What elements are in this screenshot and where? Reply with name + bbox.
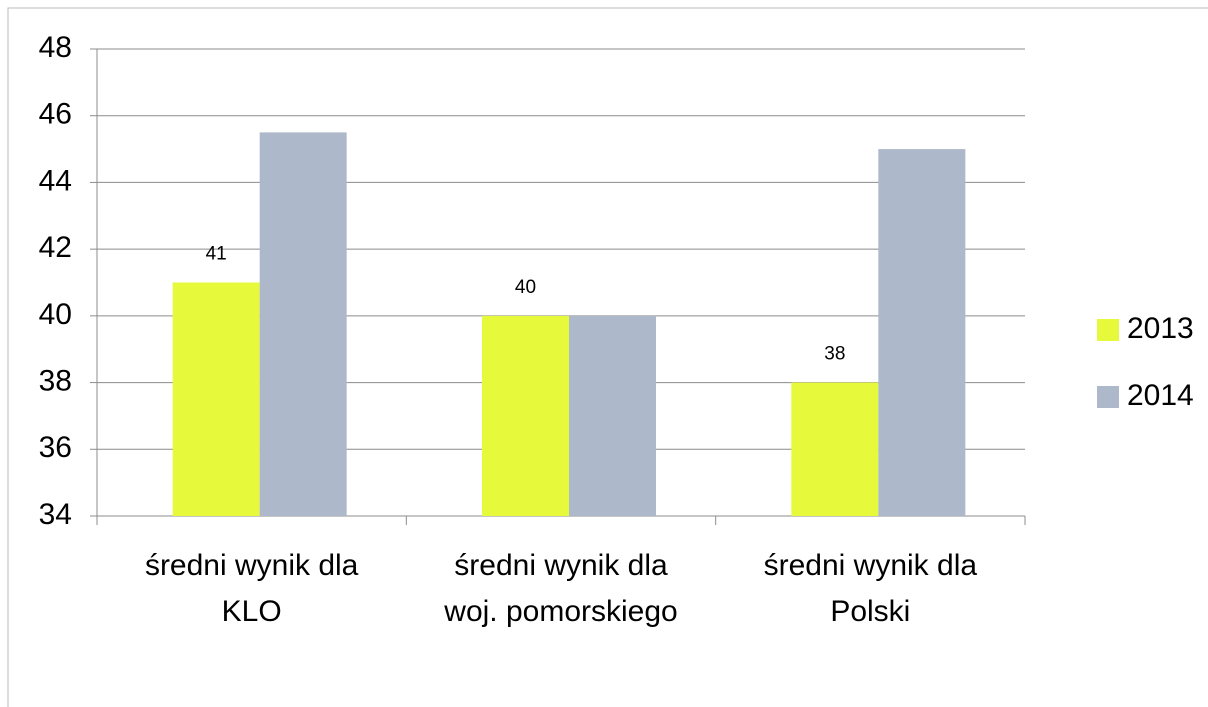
y-tick-label: 46 — [39, 98, 72, 131]
y-tick-label: 40 — [39, 298, 72, 331]
bar — [259, 132, 347, 516]
y-tick-label: 44 — [39, 164, 72, 197]
y-tick-label: 48 — [39, 31, 72, 64]
legend-label: 2014 — [1127, 379, 1194, 412]
data-label: 40 — [515, 277, 536, 298]
legend-label: 2013 — [1127, 312, 1194, 345]
y-tick-label: 36 — [39, 431, 72, 464]
x-tick-label: średni wynik dla KLO — [144, 549, 359, 628]
chart-border — [7, 7, 1208, 707]
data-label: 38 — [824, 344, 845, 365]
y-tick-label: 38 — [39, 364, 72, 397]
bar — [878, 149, 966, 517]
legend-swatch — [1097, 386, 1119, 408]
x-tick-label: średni wynik dla woj. pomorskiego — [444, 549, 678, 628]
bar — [569, 315, 656, 516]
x-tick-label: średni wynik dla Polski — [763, 549, 978, 628]
bar — [482, 315, 569, 516]
y-tick-label: 34 — [39, 498, 72, 531]
bar — [172, 282, 260, 516]
y-tick-label: 42 — [39, 231, 72, 264]
legend-swatch — [1097, 319, 1119, 341]
bar — [791, 382, 879, 516]
data-label: 41 — [206, 244, 227, 265]
